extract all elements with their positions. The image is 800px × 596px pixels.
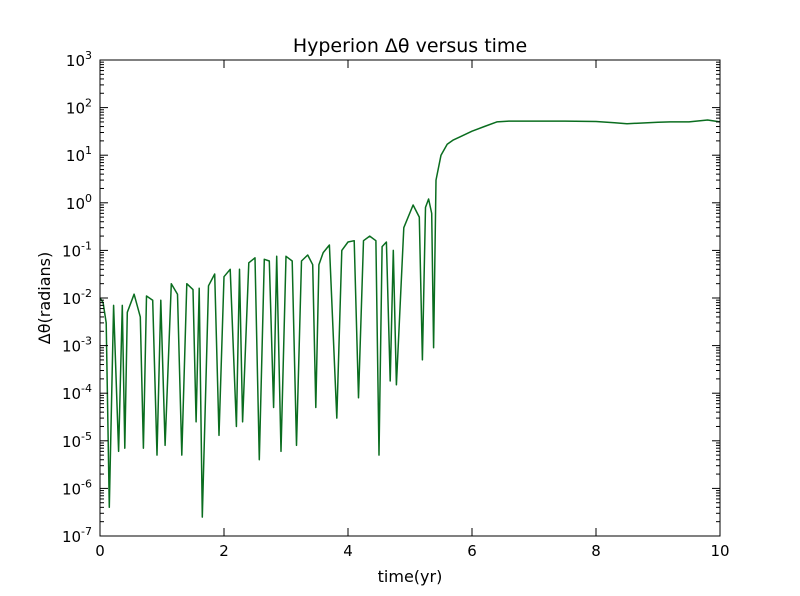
x-tick-label: 4 xyxy=(343,542,353,560)
y-tick-label: 10-1 xyxy=(62,239,92,260)
chart-title: Hyperion Δθ versus time xyxy=(293,35,527,57)
x-tick-label: 2 xyxy=(219,542,229,560)
y-tick-label: 10-4 xyxy=(62,382,92,403)
y-tick-label: 102 xyxy=(66,97,92,118)
y-tick-label: 101 xyxy=(66,144,92,165)
y-axis-label: Δθ(radians) xyxy=(35,252,54,344)
y-tick-label: 10-3 xyxy=(62,335,92,356)
plot-frame xyxy=(99,59,721,537)
plot-area xyxy=(99,119,721,518)
y-tick-label: 10-7 xyxy=(62,525,92,546)
x-axis-label: time(yr) xyxy=(378,567,443,586)
y-tick-label: 103 xyxy=(66,49,92,70)
axis-ticks: 0 2 4 6 8 10 10-7 10-6 10-5 10-4 10-3 10-2 10-1 100 10… xyxy=(62,49,730,560)
y-tick-label: 10-6 xyxy=(62,477,92,498)
series-line-0 xyxy=(99,119,721,518)
y-tick-label: 10-5 xyxy=(62,430,92,451)
x-tick-label: 0 xyxy=(95,542,105,560)
y-tick-label: 100 xyxy=(66,192,92,213)
y-tick-label: 10-2 xyxy=(62,287,92,308)
x-tick-label: 10 xyxy=(710,542,729,560)
x-tick-label: 6 xyxy=(467,542,477,560)
x-tick-label: 8 xyxy=(591,542,601,560)
